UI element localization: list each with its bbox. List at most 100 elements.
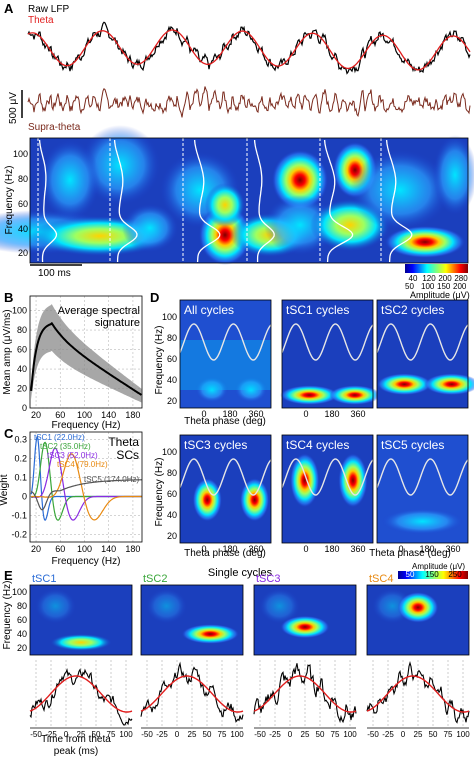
- phase-spectrogram-3: tSC2 cycles: [376, 299, 474, 409]
- xtick-e: -50: [30, 730, 42, 739]
- time-scale-label: 100 ms: [38, 268, 71, 279]
- spectrogram-ylabel: Frequency (Hz): [4, 166, 15, 235]
- panel-e-ylabel: Frequency (Hz): [2, 581, 13, 650]
- panel-label-a: A: [4, 1, 14, 16]
- spectrogram-a: [0, 125, 474, 265]
- tile-blob: [50, 634, 112, 651]
- tile-frame: [29, 584, 133, 656]
- cbar-tick-50: 50: [405, 282, 414, 291]
- xtick-e: -50: [141, 730, 153, 739]
- phase-spectrogram-4: tSC3 cycles 100 80 60 40 20 0 180 360: [162, 434, 272, 554]
- xtick-e: 25: [77, 730, 86, 739]
- ytick-c: -0.2: [11, 529, 27, 539]
- legend-tsc2: tSC2 (35.0Hz): [40, 442, 91, 451]
- tile-blob: [234, 376, 268, 403]
- tile-frame: [366, 584, 470, 656]
- xtick-c: 20: [31, 544, 41, 554]
- spectral-profile-5: [385, 139, 413, 263]
- single-cycle-2: tSC2 -50 -25 0 25 50 75 100: [140, 573, 244, 739]
- xtick-e: -25: [382, 730, 394, 739]
- xtick-d: 0: [398, 544, 403, 554]
- xtick-b: 20: [31, 410, 41, 420]
- panel-c-title-1: Theta: [108, 435, 139, 449]
- tile-title: tSC1 cycles: [286, 303, 349, 317]
- cbar-tick-200b: 200: [453, 282, 467, 291]
- trace-box: -50 -25 0 25 50 75 100: [140, 660, 244, 739]
- tile-blob: [381, 508, 464, 535]
- panel-d-xlabel-top: Theta phase (deg): [184, 416, 266, 427]
- panel-b: B Average spectral signature Mean amp (μ…: [2, 290, 143, 431]
- xtick-d: 180: [419, 544, 434, 554]
- theta-fit-trace: [140, 675, 244, 713]
- cbar-tick-280: 280: [454, 274, 468, 283]
- legend-tsc5: tSC5 (174.0Hz): [84, 475, 139, 484]
- raw-trace: [140, 661, 244, 723]
- xtick-d: 360: [445, 544, 460, 554]
- xtick-e: 25: [301, 730, 310, 739]
- xtick-b: 140: [101, 410, 116, 420]
- xtick-d: 0: [201, 544, 206, 554]
- xtick-b: 180: [125, 410, 140, 420]
- ytick-c: 0: [22, 491, 27, 501]
- ytick-d: 60: [167, 489, 177, 499]
- ytick-e: 80: [17, 601, 27, 611]
- ytick-d: 20: [167, 396, 177, 406]
- cbar-e-50: 50: [406, 570, 415, 579]
- ytick-d: 100: [162, 312, 177, 322]
- sc-curve-5: [30, 479, 142, 511]
- xtick-e: 25: [188, 730, 197, 739]
- theta-phase-curve: [281, 458, 374, 496]
- tile-blob: [290, 453, 320, 508]
- tile-title: tSC4 cycles: [286, 438, 349, 452]
- xtick-e: 50: [92, 730, 101, 739]
- tile-blob-bg: [146, 588, 187, 624]
- panel-label-d: D: [150, 290, 159, 305]
- supra-theta-trace: [27, 86, 471, 118]
- xtick-e: 75: [444, 730, 453, 739]
- theta-fit-trace: [29, 675, 133, 713]
- theta-fit-trace: [253, 675, 357, 713]
- ytick-c: 0.3: [14, 435, 27, 445]
- xtick-b: 100: [77, 410, 92, 420]
- tile-frame: [376, 299, 469, 409]
- cbar-e-250: 250: [448, 570, 462, 579]
- spectral-profile-1: [113, 139, 138, 262]
- xtick-d: 180: [222, 409, 237, 419]
- tile-blob: [338, 453, 368, 508]
- panel-e-title: Single cycles: [208, 567, 273, 579]
- legend-tsc3: tSC3 (52.0Hz): [47, 451, 98, 460]
- theta-phase-curve: [281, 323, 374, 361]
- panel-b-xlabel: Frequency (Hz): [52, 420, 121, 431]
- spectrogram-blob-13: [350, 150, 450, 230]
- xtick-d: 360: [248, 544, 263, 554]
- trace-box: -50 -25 0 25 50 75 100: [29, 660, 133, 739]
- xtick-e: 75: [107, 730, 116, 739]
- ytick-c: 0.2: [14, 454, 27, 464]
- ytick-80: 80: [18, 174, 28, 184]
- panel-label-b: B: [4, 290, 13, 305]
- xtick-e: 50: [203, 730, 212, 739]
- spectrogram-blob-3: [122, 204, 178, 252]
- ytick-e: 40: [17, 629, 27, 639]
- xtick-e: 25: [414, 730, 423, 739]
- cbar-tick-100: 100: [421, 282, 435, 291]
- xtick-e: -50: [254, 730, 266, 739]
- xtick-b: 60: [55, 410, 65, 420]
- tile-title: tSC3 cycles: [184, 438, 247, 452]
- xtick-e: 0: [288, 730, 293, 739]
- spectral-profile-2: [193, 139, 221, 263]
- cbar-tick-200: 200: [438, 274, 452, 283]
- tile-blob: [280, 385, 339, 405]
- xtick-e: 50: [316, 730, 325, 739]
- theta-phase-curve: [179, 458, 272, 496]
- ytick-e: 20: [17, 643, 27, 653]
- ytick-b: 0: [22, 403, 27, 413]
- supra-theta-label: Supra-theta: [28, 122, 81, 133]
- panel-label-e: E: [4, 568, 13, 583]
- ytick-e: 100: [12, 587, 27, 597]
- colorbar-label-e: Amplitude (μV): [412, 562, 465, 571]
- panel-c-title-2: SCs: [116, 448, 139, 462]
- spectrogram-blob-14: [40, 140, 100, 220]
- xtick-c: 100: [77, 544, 92, 554]
